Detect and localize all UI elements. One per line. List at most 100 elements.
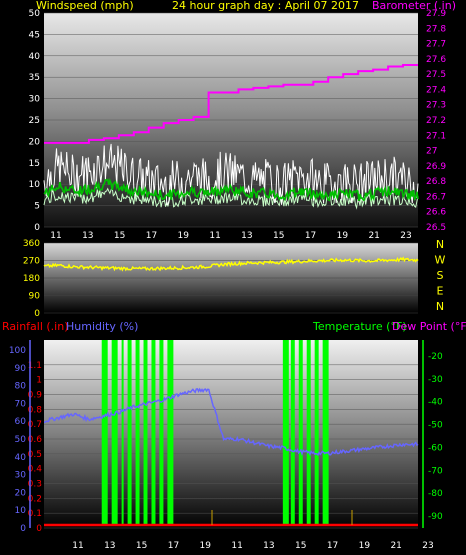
rain-tick-label: 0.1 (28, 509, 42, 519)
wind-tick-label: 20 (29, 137, 41, 147)
x-tick-label: 23 (400, 231, 411, 241)
rain-tick-label: 1 (36, 376, 42, 386)
temperature-spike (306, 340, 311, 526)
humidity-tick-label: 0 (20, 524, 26, 534)
temp-tick-label: -80 (428, 489, 443, 499)
temperature-spike (101, 340, 108, 526)
x-tick-label: 15 (114, 231, 125, 241)
windspeed-trace (43, 143, 419, 210)
wind-direction-trace (43, 256, 419, 272)
barometer-line (44, 64, 418, 144)
direction-tick-label: 360 (23, 239, 40, 249)
x-tick-label: 13 (82, 231, 93, 241)
temp-tick-label: -70 (428, 466, 443, 476)
baro-tick-label: 26.5 (426, 223, 446, 233)
compass-label: N (436, 300, 444, 313)
temperature-spike (143, 340, 148, 526)
barometer-axis-title: Barometer (.in) (372, 0, 456, 12)
baro-tick-label: 27.3 (426, 101, 446, 111)
x-tick-label: 13 (104, 541, 115, 551)
x-tick-label: 19 (178, 231, 190, 241)
humidity-tick-label: 10 (15, 506, 27, 516)
x-tick-label: 17 (168, 541, 179, 551)
x-tick-label: 11 (50, 231, 61, 241)
wind-tick-label: 30 (29, 95, 41, 105)
temp-tick-label: -60 (428, 443, 443, 453)
rain-tick-label: 0 (36, 524, 42, 534)
baro-tick-label: 27.8 (426, 24, 446, 34)
wind-gust-line (43, 143, 419, 206)
compass-label: S (437, 269, 444, 282)
panel2-grid (44, 242, 418, 314)
rain-tick-label: 0.6 (28, 435, 43, 445)
panel1-grid (44, 12, 418, 228)
humidity-trace (43, 387, 419, 457)
baro-tick-label: 27.2 (426, 116, 446, 126)
x-tick-label: 13 (263, 541, 274, 551)
baro-tick-label: 27.5 (426, 70, 446, 80)
x-tick-label: 19 (359, 541, 371, 551)
x-tick-label: 11 (72, 541, 83, 551)
x-tick-label: 11 (209, 231, 220, 241)
rain-tick-label: 0.7 (28, 420, 42, 430)
temperature-spike (314, 340, 319, 526)
x-tick-label: 23 (422, 541, 433, 551)
temperature-axis-title: Temperature (°F) (312, 320, 407, 333)
rainfall-axis-title: Rainfall (.in) (2, 320, 69, 333)
direction-ticks: 0 90 180 270 360 (23, 239, 40, 319)
wind-tick-label: 10 (29, 180, 41, 190)
humidity-axis-title: Humidity (%) (66, 320, 138, 333)
temp-tick-label: -50 (428, 421, 443, 431)
baro-tick-label: 27.4 (426, 85, 446, 95)
compass-label: E (437, 285, 444, 298)
temperature-spike (159, 340, 164, 526)
rain-tick-label: 0.9 (28, 391, 43, 401)
compass-label: W (435, 254, 446, 267)
rain-tick-label: 0.3 (28, 480, 42, 490)
humidity-tick-label: 80 (15, 382, 27, 392)
x-tick-label: 17 (305, 231, 316, 241)
compass-label: N (436, 238, 444, 251)
temperature-spike (111, 340, 118, 526)
temp-tick-label: -40 (428, 398, 443, 408)
panel3-x-ticks: 11 13 15 17 19 11 13 15 17 19 21 23 (72, 541, 433, 551)
baro-tick-label: 27.9 (426, 9, 446, 19)
temperature-ticks: -90 -80 -70 -60 -50 -40 -30 -20 (422, 340, 443, 528)
temperature-spike (167, 340, 174, 526)
x-tick-label: 19 (200, 541, 212, 551)
rain-tick-label: 0.8 (28, 405, 43, 415)
temp-tick-label: -90 (428, 512, 443, 522)
rain-tick-label: 0.2 (28, 494, 42, 504)
temperature-spike (121, 340, 124, 526)
wind-tick-label: 50 (29, 9, 41, 19)
temperature-spike (298, 340, 303, 526)
x-tick-label: 15 (273, 231, 284, 241)
x-tick-label: 17 (327, 541, 338, 551)
baro-tick-label: 27 (426, 147, 437, 157)
barometer-ticks: 26.5 26.6 26.7 26.8 26.9 27 27.1 27.2 27.3 27.4 27… (426, 9, 446, 233)
humidity-tick-label: 60 (15, 417, 27, 427)
wind-light-line (43, 186, 419, 210)
panel-rain-humidity-temp (44, 340, 418, 528)
direction-tick-label: 0 (34, 309, 40, 319)
wind-tick-label: 40 (29, 52, 41, 62)
rain-tick-label: 0.5 (28, 450, 42, 460)
humidity-line (43, 387, 419, 457)
humidity-tick-label: 40 (15, 453, 27, 463)
x-tick-label: 11 (231, 541, 242, 551)
temperature-spike (322, 340, 329, 526)
baro-tick-label: 26.7 (426, 192, 446, 202)
baro-tick-label: 26.8 (426, 177, 446, 187)
humidity-tick-label: 30 (15, 471, 27, 481)
x-tick-label: 19 (337, 231, 349, 241)
rain-tick-label: 1.1 (28, 361, 42, 371)
x-tick-label: 21 (368, 231, 379, 241)
x-tick-label: 13 (241, 231, 252, 241)
wind-tick-label: 45 (29, 30, 40, 40)
rainfall-ticks: 0 0.1 0.2 0.3 0.4 0.5 0.6 0.7 0.8 0.9 1 1.1 (28, 361, 43, 534)
temperature-spike (282, 340, 289, 526)
baro-tick-label: 26.9 (426, 162, 446, 172)
wind-tick-label: 5 (34, 202, 40, 212)
